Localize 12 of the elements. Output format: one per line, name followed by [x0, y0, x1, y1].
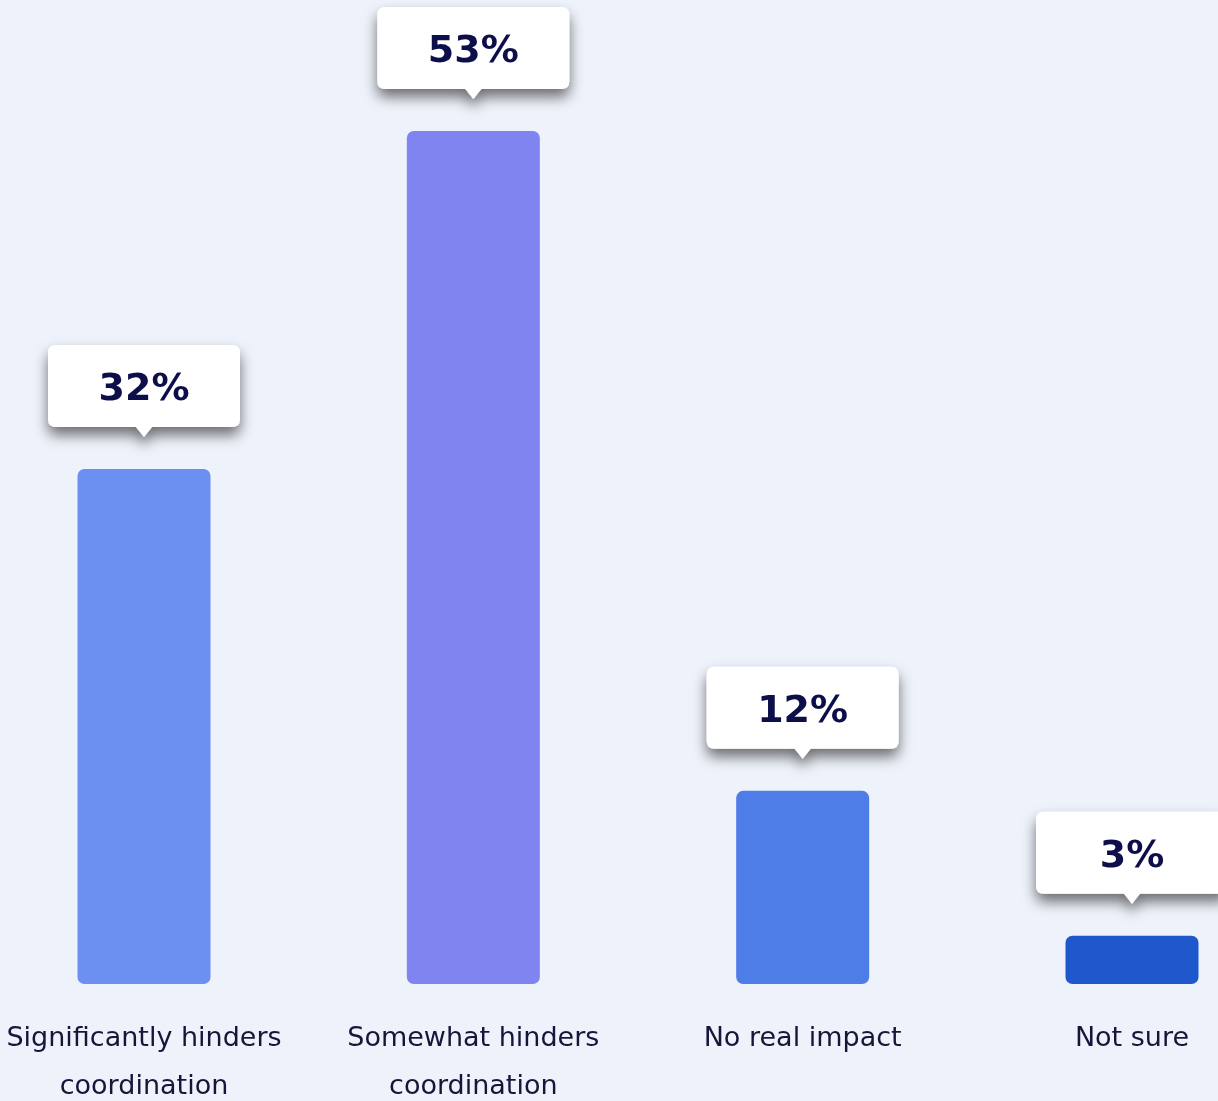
bar	[736, 790, 870, 984]
data-label: 32%	[98, 364, 190, 409]
x-tick-label: Not sure	[1074, 1021, 1190, 1052]
x-tick-label: Significantly hinders coordination	[6, 1021, 282, 1100]
data-label: 53%	[427, 27, 519, 71]
bar	[406, 131, 540, 984]
data-label: 3%	[1099, 831, 1165, 876]
x-tick-label: No real impact	[703, 1021, 902, 1052]
x-tick-label: Somewhat hinders coordination	[347, 1021, 600, 1100]
bar	[77, 468, 211, 984]
data-label: 12%	[757, 686, 849, 731]
bar	[1065, 935, 1199, 984]
